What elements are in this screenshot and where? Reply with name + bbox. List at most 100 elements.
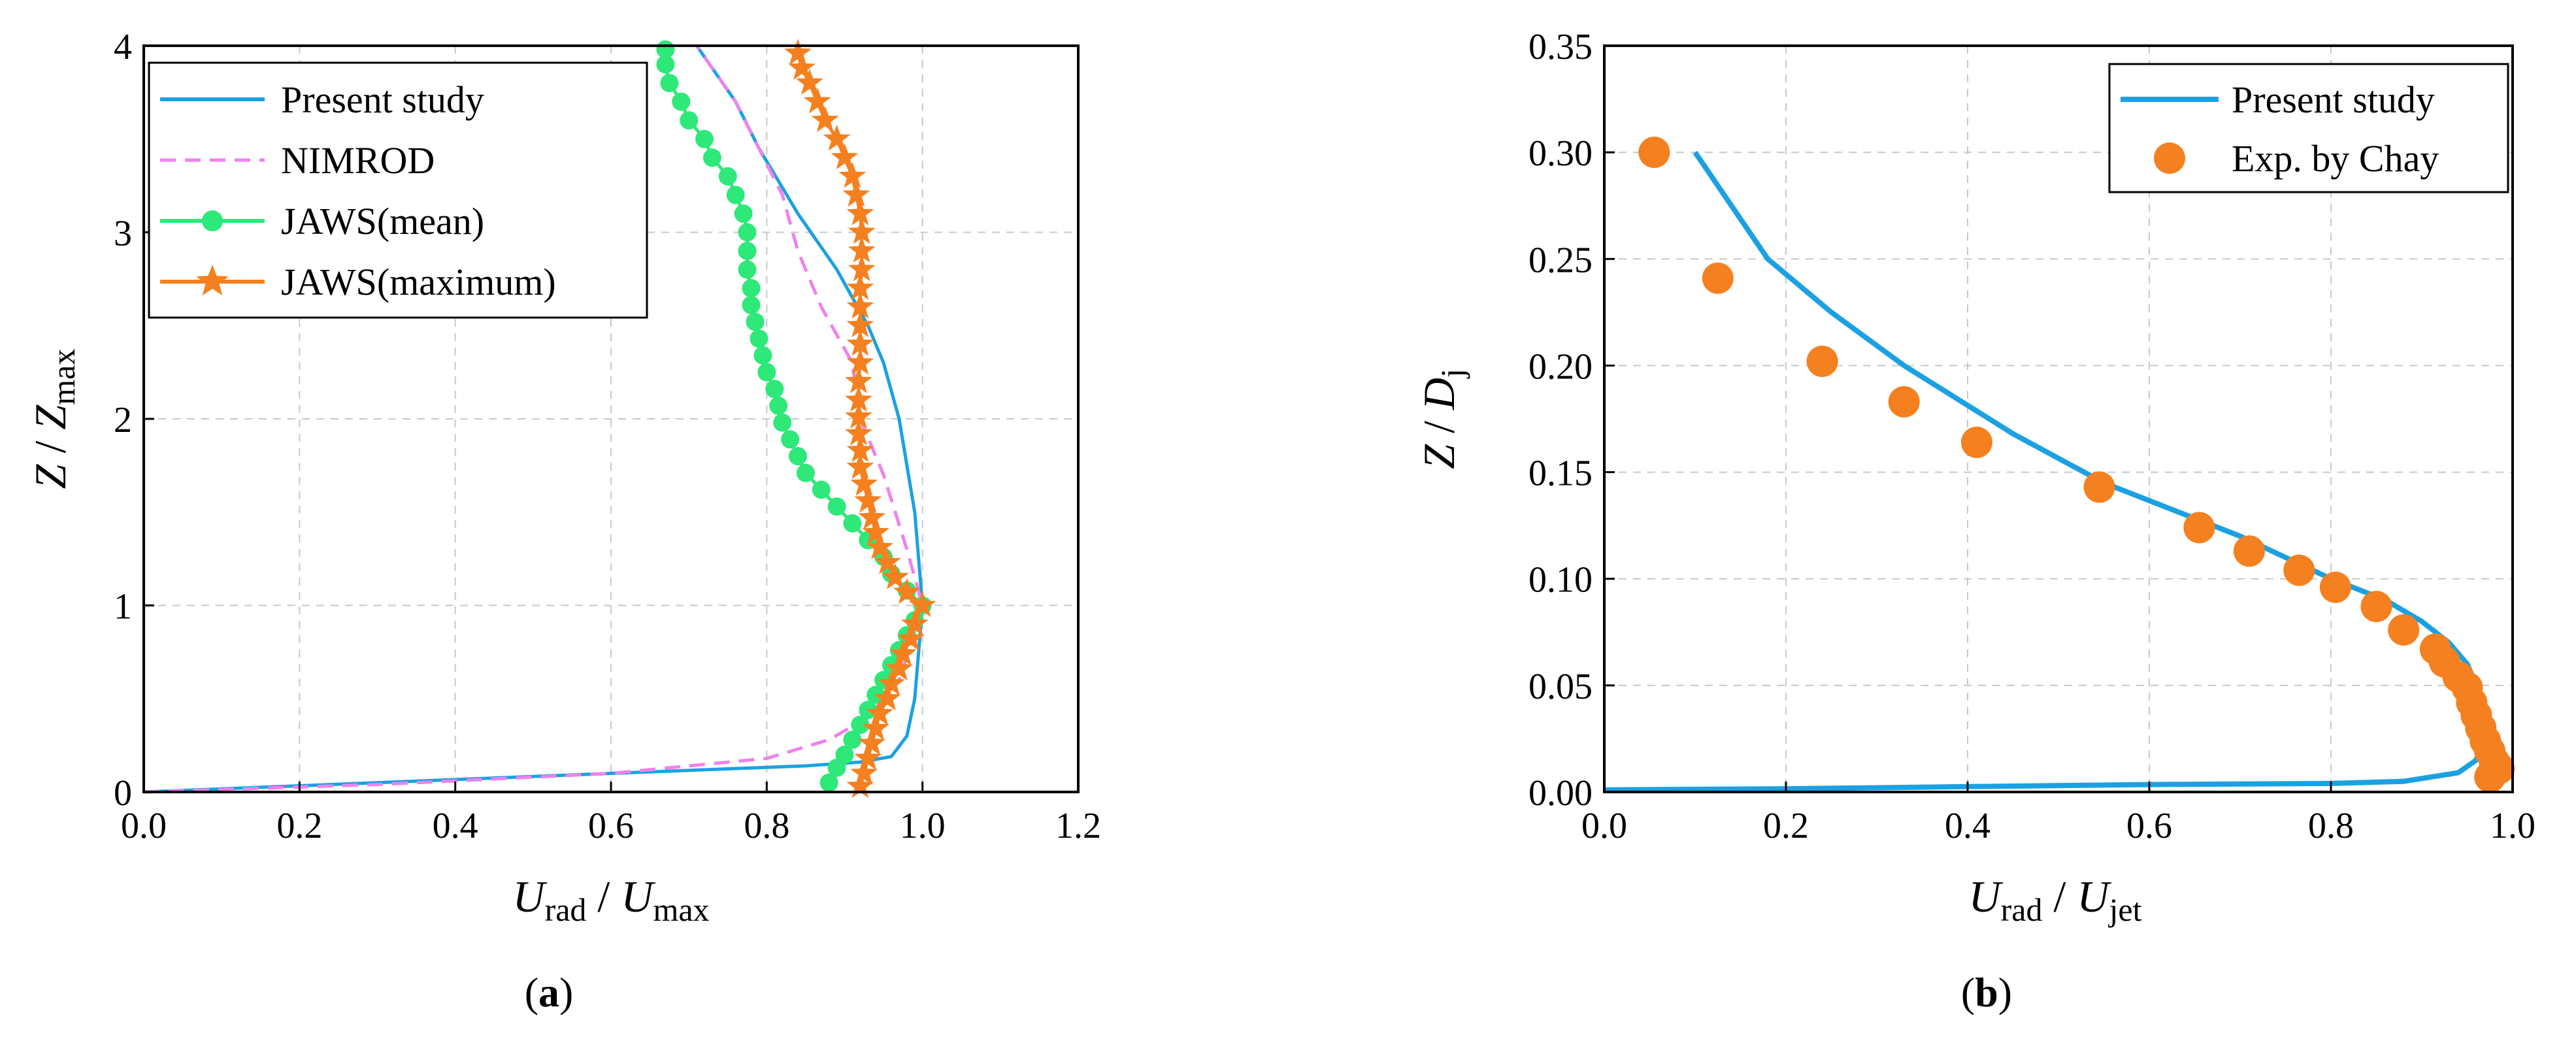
series-b-exp-by-chay-point: [1806, 345, 1838, 377]
panel-a-xtick-label: 1.2: [1055, 806, 1101, 846]
legend-b-exp-by-chay-marker: [2154, 142, 2185, 174]
panel-a-legend-box: [148, 61, 648, 319]
panel-b-xtick-label: 1.0: [2490, 806, 2535, 846]
series-a-jaws-maximum-point: [846, 199, 874, 225]
series-a-jaws-mean-point: [672, 92, 691, 111]
series-a-jaws-maximum-point: [823, 124, 851, 151]
series-a-jaws-maximum-point: [878, 669, 905, 696]
panel-a-xlabel: Urad / Umax: [512, 872, 709, 928]
panel-a-ytick-label: 1: [114, 587, 132, 627]
series-a-jaws-maximum-point: [846, 329, 874, 356]
series-a-jaws-maximum-point: [784, 39, 812, 65]
panel-a-ylabel: Z / Zmax: [25, 349, 82, 489]
legend-a-jaws-mean: JAWS(mean): [160, 200, 484, 242]
panel-b-frame: [1603, 44, 2514, 793]
series-a-jaws-maximum-point: [862, 714, 890, 740]
series-a-jaws-maximum-point: [848, 255, 876, 282]
panel-b-xtick-label: 0.2: [1763, 806, 1809, 846]
panel-b-ytick-label: 0.30: [1528, 133, 1593, 174]
series-a-jaws-maximum-point: [846, 772, 874, 799]
series-b-exp-by-chay-point: [2360, 591, 2392, 623]
series-a-jaws-maximum-point: [858, 503, 886, 530]
series-a-jaws-maximum-point: [854, 744, 882, 770]
series-a-jaws-mean-point: [827, 497, 846, 516]
series-a-jaws-mean-point: [796, 463, 815, 482]
series-a-jaws-maximum-point: [889, 639, 917, 666]
series-a-present-study-line: [143, 44, 925, 794]
series-a-jaws-maximum-point: [874, 548, 901, 574]
series-a-jaws-mean-point: [738, 223, 757, 242]
series-a-jaws-mean-point: [702, 148, 721, 167]
panel-b-xtick-label: 0.4: [1945, 806, 1990, 846]
panel-b-ytick-label: 0.20: [1528, 346, 1593, 387]
series-b-exp-by-chay-point: [2388, 614, 2420, 646]
series-a-jaws-maximum-point: [900, 610, 929, 636]
series-a-jaws-maximum-point: [882, 563, 909, 589]
series-b-exp-by-chay-point: [1960, 426, 1992, 458]
series-a-jaws-maximum-point: [850, 469, 878, 496]
series-a-jaws-maximum-point: [842, 180, 870, 207]
series-a-jaws-mean-point: [789, 447, 807, 466]
series-b-exp-by-chay-point: [2283, 554, 2315, 586]
series-a-jaws-mean-point: [738, 242, 757, 261]
series-a-jaws-mean-point: [656, 40, 675, 59]
series-a-jaws-maximum-point: [846, 311, 874, 337]
panel-a-ytick-label: 2: [114, 400, 132, 440]
series-a-jaws-mean-point: [742, 279, 761, 298]
series-a-jaws-maximum-point: [866, 533, 893, 559]
panel-b-caption: (b): [1961, 969, 2012, 1015]
panel-b-xtick-label: 0.6: [2126, 806, 2172, 846]
series-a-jaws-mean-point: [726, 186, 745, 205]
series-a-jaws-mean-point: [835, 745, 854, 764]
series-a-jaws-mean-point: [738, 260, 757, 279]
legend-a-present-study: Present study: [160, 78, 484, 121]
series-a-jaws-maximum-point: [908, 591, 936, 618]
series-a-jaws-maximum-point: [845, 367, 872, 393]
series-a-jaws-mean-point: [765, 380, 784, 399]
panel-a-xtick-label: 0.4: [433, 806, 478, 846]
series-a-jaws-maximum-point: [850, 759, 878, 785]
panel-a-xtick-label: 0.0: [121, 806, 167, 846]
panel-b-grid: [1604, 46, 2513, 792]
legend-b-present-study-label: Present study: [2232, 78, 2435, 121]
series-a-jaws-mean-point: [851, 716, 870, 734]
series-a-jaws-maximum-point: [831, 143, 859, 170]
series-a-jaws-maximum-point: [803, 87, 831, 114]
legend-a-jaws-maximum-label: JAWS(maximum): [281, 261, 556, 303]
series-a-jaws-mean-point: [695, 129, 714, 148]
panel-a-xtick-label: 0.2: [276, 806, 322, 846]
series-a-jaws-mean-point: [718, 167, 737, 186]
series-b-exp-by-chay-point: [2474, 761, 2506, 793]
series-a-jaws-mean-point: [812, 480, 831, 499]
panel-b: 0.0 0.2 0.4 0.6 0.8 1.0 0.00 0.05 0.10 0.15 0.20 0.…: [1414, 27, 2535, 1015]
panel-b-xtick-label: 0.8: [2308, 806, 2354, 846]
series-a-jaws-mean-point: [750, 329, 768, 348]
legend-b-exp-by-chay: Exp. by Chay: [2154, 137, 2439, 180]
series-a-jaws-maximum-point: [848, 218, 876, 244]
series-a-jaws-maximum-point: [846, 274, 874, 300]
panel-a-ytick-label: 3: [114, 214, 132, 254]
legend-a-present-study-label: Present study: [281, 78, 484, 121]
panel-b-series: [1604, 137, 2515, 793]
series-a-jaws-mean-point: [843, 731, 862, 750]
legend-a-nimrod-label: NIMROD: [281, 139, 435, 182]
series-a-jaws-maximum-point: [897, 624, 925, 651]
legend-a-nimrod: NIMROD: [160, 139, 435, 182]
series-a-jaws-maximum-point: [845, 419, 872, 446]
panel-a-xtick-label: 1.0: [900, 806, 946, 846]
panel-a-xtick-label: 0.6: [588, 806, 634, 846]
series-a-jaws-mean-point: [781, 430, 800, 449]
series-b-exp-by-chay-point: [2183, 512, 2215, 544]
series-a-jaws-maximum-point: [862, 518, 890, 544]
series-a-jaws-maximum-point: [874, 684, 901, 710]
series-b-exp-by-chay-point: [2233, 535, 2265, 567]
series-b-present-study-line: [1604, 150, 2488, 793]
series-a-jaws-mean-point: [734, 204, 753, 223]
panel-a-xtick-label: 0.8: [744, 806, 789, 846]
panel-b-xtick-label: 0.0: [1581, 806, 1627, 846]
series-a-jaws-maximum-point: [885, 654, 913, 681]
panel-b-legend: Present study Exp. by Chay: [2108, 63, 2509, 193]
panel-b-ytick-label: 0.15: [1528, 454, 1593, 494]
series-a-jaws-maximum-point: [893, 578, 921, 604]
